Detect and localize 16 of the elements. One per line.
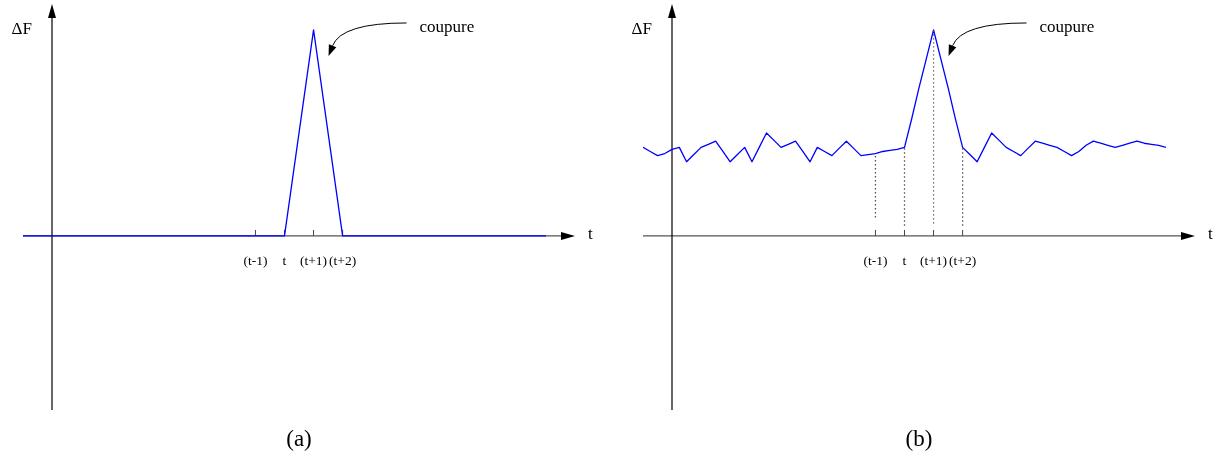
text: (a): [286, 425, 312, 451]
x-axis-title: t: [1208, 223, 1213, 243]
x-axis-title: t: [588, 223, 593, 243]
y-axis-title: ΔF: [631, 18, 652, 38]
annotation: coupure: [1039, 16, 1095, 36]
x-tick-label: (t-1): [243, 252, 268, 268]
x-tick-label: (t-1): [863, 252, 888, 268]
text: (b): [905, 425, 933, 451]
x-tick-label: (t+2): [949, 252, 977, 268]
x-tick-label: (t+1): [920, 252, 948, 268]
y-axis-title: ΔF: [11, 18, 32, 38]
x-tick-label: (t+2): [329, 252, 357, 268]
x-tick-label: (t+1): [300, 252, 328, 268]
x-tick-label: t: [282, 252, 287, 268]
x-tick-label: t: [902, 252, 907, 268]
annotation: coupure: [419, 16, 475, 36]
